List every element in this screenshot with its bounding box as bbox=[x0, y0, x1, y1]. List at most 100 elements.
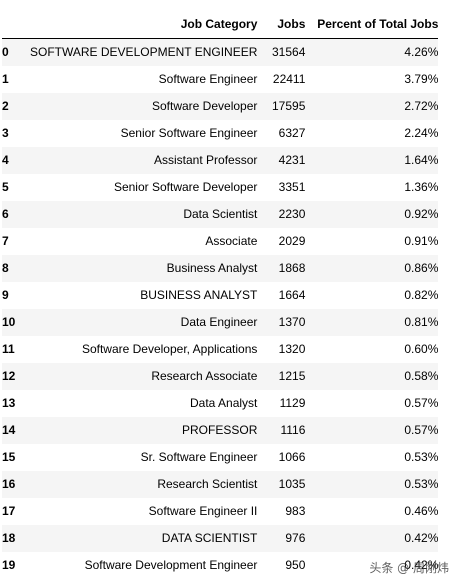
header-job-category: Job Category bbox=[30, 10, 258, 39]
cell-percent: 0.57% bbox=[404, 396, 439, 410]
cell-percent: 0.86% bbox=[404, 261, 439, 275]
table-row: 18 DATA SCIENTIST 976 0.42% bbox=[2, 525, 439, 552]
cell-jobs: 1116 bbox=[280, 423, 306, 437]
row-index: 5 bbox=[2, 180, 9, 194]
row-index: 1 bbox=[2, 72, 9, 86]
cell-jobs: 4231 bbox=[278, 153, 306, 167]
cell-job-category: Data Engineer bbox=[180, 315, 258, 329]
cell-job-category: Assistant Professor bbox=[154, 153, 258, 167]
table-row: 5 Senior Software Developer 3351 1.36% bbox=[2, 174, 439, 201]
cell-percent: 4.26% bbox=[404, 45, 439, 59]
cell-job-category: Data Scientist bbox=[183, 207, 258, 221]
cell-job-category: DATA SCIENTIST bbox=[161, 531, 258, 545]
cell-percent: 2.72% bbox=[404, 99, 439, 113]
cell-jobs: 2029 bbox=[278, 234, 306, 248]
cell-jobs: 17595 bbox=[272, 99, 306, 113]
row-index: 16 bbox=[2, 477, 16, 491]
table-row: 10 Data Engineer 1370 0.81% bbox=[2, 309, 439, 336]
cell-jobs: 1129 bbox=[279, 396, 306, 410]
cell-job-category: SOFTWARE DEVELOPMENT ENGINEER bbox=[30, 45, 258, 59]
table-row: 0 SOFTWARE DEVELOPMENT ENGINEER 31564 4.26% bbox=[2, 38, 439, 66]
table-row: 7 Associate 2029 0.91% bbox=[2, 228, 439, 255]
cell-percent: 0.60% bbox=[404, 342, 439, 356]
row-index: 9 bbox=[2, 288, 9, 302]
table-row: 17 Software Engineer II 983 0.46% bbox=[2, 498, 439, 525]
cell-jobs: 1664 bbox=[278, 288, 306, 302]
table-row: 16 Research Scientist 1035 0.53% bbox=[2, 471, 439, 498]
cell-percent: 0.42% bbox=[404, 531, 439, 545]
cell-jobs: 1215 bbox=[278, 369, 306, 383]
cell-job-category: Software Developer, Applications bbox=[81, 342, 258, 356]
cell-percent: 0.57% bbox=[404, 423, 439, 437]
row-index: 0 bbox=[2, 45, 9, 59]
table-header: Job Category Jobs Percent of Total Jobs bbox=[2, 10, 439, 39]
row-index: 10 bbox=[2, 315, 16, 329]
row-index: 19 bbox=[2, 558, 16, 572]
cell-job-category: Software Engineer II bbox=[148, 504, 258, 518]
row-index: 3 bbox=[2, 126, 9, 140]
table-row: 1 Software Engineer 22411 3.79% bbox=[2, 66, 439, 93]
cell-jobs: 22411 bbox=[272, 72, 306, 86]
row-index: 6 bbox=[2, 207, 9, 221]
table-row: 9 BUSINESS ANALYST 1664 0.82% bbox=[2, 282, 439, 309]
cell-job-category: Software Developer bbox=[151, 99, 258, 113]
cell-job-category: Software Engineer bbox=[158, 72, 258, 86]
header-jobs: Jobs bbox=[257, 10, 306, 39]
table-row: 13 Data Analyst 1129 0.57% bbox=[2, 390, 439, 417]
cell-jobs: 983 bbox=[285, 504, 306, 518]
cell-percent: 0.91% bbox=[404, 234, 439, 248]
table-row: 11 Software Developer, Applications 1320 0.… bbox=[2, 336, 439, 363]
cell-job-category: Research Scientist bbox=[157, 477, 258, 491]
row-index: 18 bbox=[2, 531, 16, 545]
row-index: 13 bbox=[2, 396, 16, 410]
cell-percent: 0.92% bbox=[404, 207, 439, 221]
watermark: 头条 @ 周刚炜 bbox=[369, 561, 449, 575]
cell-jobs: 976 bbox=[285, 531, 306, 545]
cell-job-category: Sr. Software Engineer bbox=[140, 450, 258, 464]
cell-percent: 0.53% bbox=[404, 477, 439, 491]
row-index: 17 bbox=[2, 504, 16, 518]
cell-percent: 0.81% bbox=[404, 315, 439, 329]
row-index: 8 bbox=[2, 261, 9, 275]
cell-percent: 3.79% bbox=[404, 72, 439, 86]
cell-jobs: 1035 bbox=[278, 477, 306, 491]
header-index bbox=[2, 10, 30, 39]
cell-percent: 0.46% bbox=[404, 504, 439, 518]
row-index: 11 bbox=[2, 342, 15, 356]
cell-jobs: 1320 bbox=[278, 342, 306, 356]
cell-jobs: 1066 bbox=[278, 450, 306, 464]
cell-jobs: 1370 bbox=[278, 315, 306, 329]
table-row: 19 Software Development Engineer 950 0.42% bbox=[2, 552, 439, 579]
cell-job-category: Data Analyst bbox=[190, 396, 258, 410]
cell-jobs: 31564 bbox=[272, 45, 306, 59]
cell-percent: 0.42% bbox=[404, 558, 439, 572]
cell-job-category: PROFESSOR bbox=[182, 423, 258, 437]
table-row: 2 Software Developer 17595 2.72% bbox=[2, 93, 439, 120]
table-row: 3 Senior Software Engineer 6327 2.24% bbox=[2, 120, 439, 147]
table-body: 0 SOFTWARE DEVELOPMENT ENGINEER 31564 4.26%… bbox=[2, 38, 439, 579]
table-row: 8 Business Analyst 1868 0.86% bbox=[2, 255, 439, 282]
cell-job-category: BUSINESS ANALYST bbox=[140, 288, 258, 302]
cell-job-category: Senior Software Engineer bbox=[120, 126, 258, 140]
cell-jobs: 6327 bbox=[278, 126, 306, 140]
table-row: 15 Sr. Software Engineer 1066 0.53% bbox=[2, 444, 439, 471]
cell-job-category: Research Associate bbox=[151, 369, 258, 383]
row-index: 4 bbox=[2, 153, 9, 167]
cell-job-category: Software Development Engineer bbox=[84, 558, 258, 572]
cell-job-category: Senior Software Developer bbox=[113, 180, 258, 194]
table-row: 14 PROFESSOR 1116 0.57% bbox=[2, 417, 439, 444]
cell-job-category: Associate bbox=[205, 234, 258, 248]
cell-percent: 1.64% bbox=[404, 153, 439, 167]
row-index: 12 bbox=[2, 369, 16, 383]
cell-jobs: 950 bbox=[285, 558, 306, 572]
cell-job-category: Business Analyst bbox=[166, 261, 258, 275]
cell-percent: 0.53% bbox=[404, 450, 439, 464]
table-row: 12 Research Associate 1215 0.58% bbox=[2, 363, 439, 390]
table-row: 4 Assistant Professor 4231 1.64% bbox=[2, 147, 439, 174]
header-row: Job Category Jobs Percent of Total Jobs bbox=[2, 10, 439, 39]
cell-percent: 2.24% bbox=[404, 126, 439, 140]
dataframe-table: Job Category Jobs Percent of Total Jobs … bbox=[2, 10, 439, 579]
cell-jobs: 1868 bbox=[278, 261, 306, 275]
cell-percent: 0.58% bbox=[404, 369, 439, 383]
cell-percent: 1.36% bbox=[404, 180, 439, 194]
